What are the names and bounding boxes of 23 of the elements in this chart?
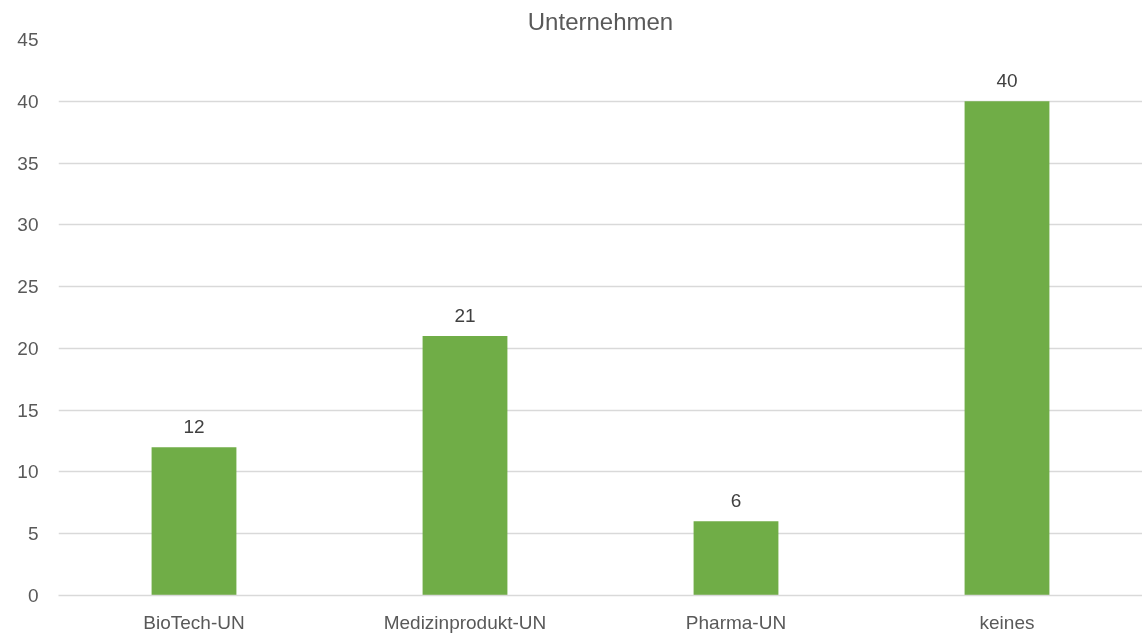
x-tick-label: BioTech-UN <box>143 611 245 633</box>
data-label: 21 <box>454 305 476 327</box>
y-tick-label: 15 <box>17 399 39 421</box>
y-tick-label: 5 <box>27 523 39 545</box>
y-tick-label: 30 <box>17 214 39 236</box>
x-tick-label: Pharma-UN <box>685 611 787 633</box>
data-label: 6 <box>730 490 742 512</box>
chart-title: Unternehmen <box>527 7 674 35</box>
y-tick-label: 35 <box>17 152 39 174</box>
bar <box>964 101 1050 596</box>
y-tick-label: 45 <box>17 29 39 50</box>
data-label: 12 <box>183 416 205 438</box>
data-label: 40 <box>996 70 1018 92</box>
bar <box>422 336 508 596</box>
x-tick-label: Medizinprodukt-UN <box>383 611 547 633</box>
y-tick-label: 20 <box>17 337 39 359</box>
y-tick-label: 25 <box>17 276 39 298</box>
bar <box>151 447 237 596</box>
y-tick-label: 10 <box>17 461 39 483</box>
y-tick-label: 0 <box>27 585 39 606</box>
bar <box>693 521 779 596</box>
y-tick-label: 40 <box>17 90 39 112</box>
x-tick-label: keines <box>979 611 1035 633</box>
